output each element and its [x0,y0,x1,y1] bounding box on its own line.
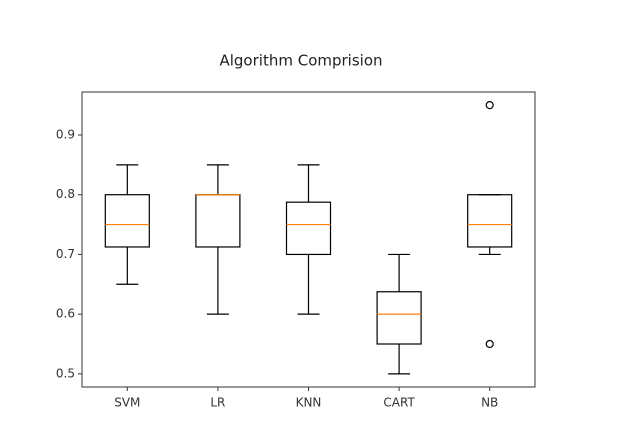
x-tick-label: CART [383,396,415,410]
x-tick-label: LR [210,396,225,410]
y-tick-label: 0.9 [56,127,75,141]
box [467,194,513,248]
y-tick-label: 0.5 [56,366,75,380]
flier [485,339,494,349]
box [285,201,332,256]
x-tick-label: SVM [114,396,140,410]
chart-title: Algorithm Comprision [219,52,382,70]
x-tick-label: KNN [296,396,322,410]
y-tick-label: 0.6 [56,307,75,321]
flier [485,101,494,110]
y-tick-label: 0.7 [56,247,75,261]
box [376,291,422,345]
y-tick-label: 0.8 [56,187,75,201]
box [104,194,150,248]
x-tick-label: NB [481,396,498,410]
